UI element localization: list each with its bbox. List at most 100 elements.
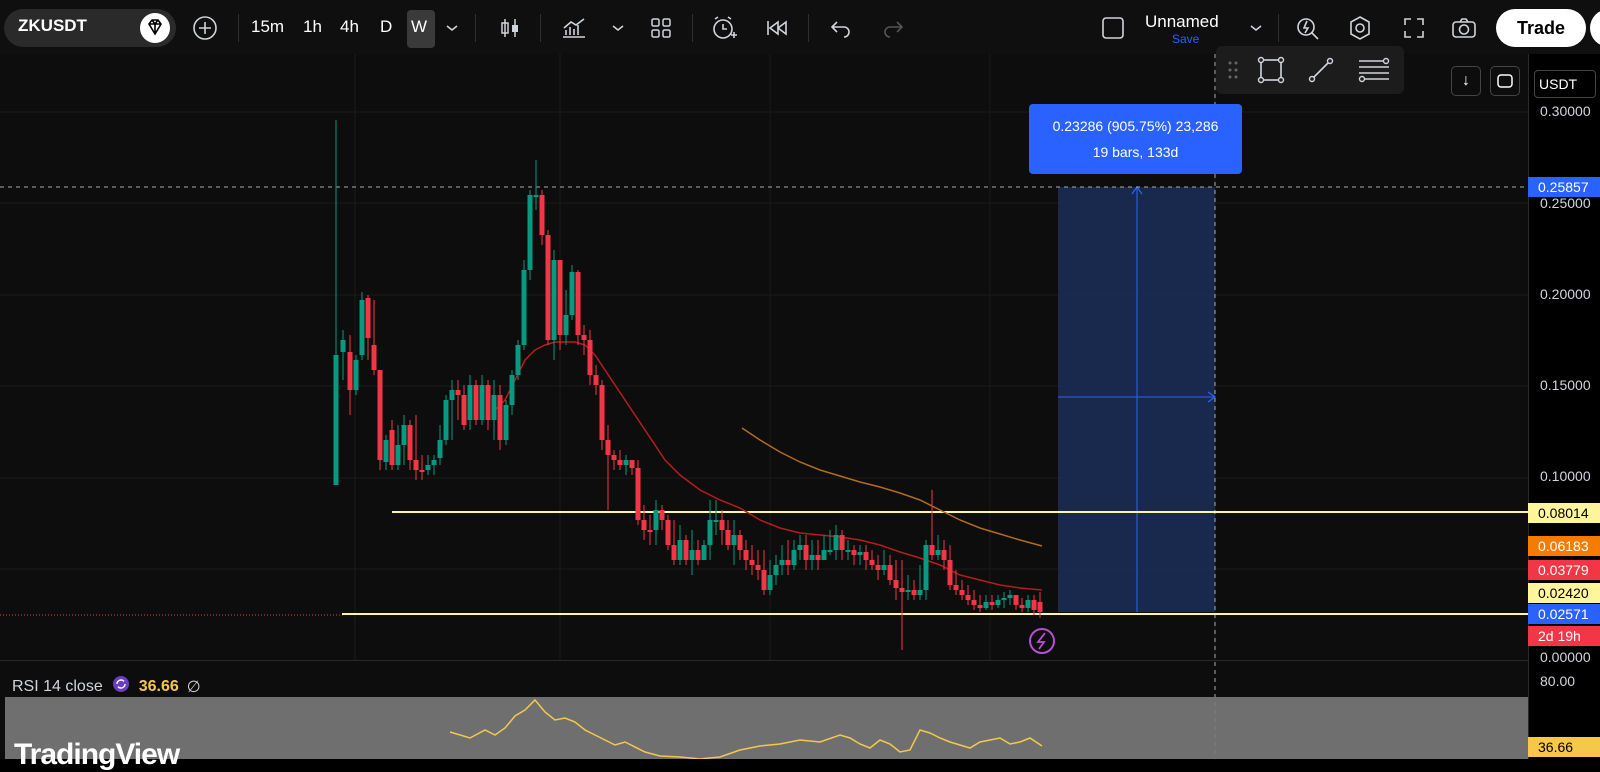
candle-body	[887, 565, 893, 580]
candle-body	[653, 510, 659, 530]
trend-line-tool-icon[interactable]	[1304, 54, 1338, 86]
rsi-title[interactable]: RSI 14 close	[12, 677, 103, 695]
candle-body	[893, 580, 899, 588]
candle-body	[815, 555, 821, 560]
candle-body	[587, 340, 593, 375]
candle-body	[839, 535, 845, 550]
candle-body	[677, 540, 683, 560]
profile-button[interactable]	[1590, 9, 1600, 47]
camera-icon[interactable]	[1448, 12, 1480, 44]
candle-body	[989, 602, 995, 605]
candle-body	[1007, 595, 1013, 598]
measure-line-2: 19 bars, 133d	[1092, 144, 1179, 160]
candle-body	[401, 425, 407, 445]
chevron-down-icon[interactable]	[440, 16, 464, 40]
candle-body	[995, 600, 1001, 605]
rectangle-tool-icon[interactable]	[1254, 54, 1288, 86]
layout-name[interactable]: Unnamed	[1145, 12, 1219, 31]
layout-grid-icon[interactable]	[646, 13, 676, 43]
save-link[interactable]: Save	[1172, 32, 1200, 46]
candle-body	[695, 550, 701, 560]
candle-body	[713, 520, 719, 522]
interval-1h[interactable]: 1h	[303, 17, 322, 36]
chevron-down-icon[interactable]	[606, 16, 630, 40]
undo-icon[interactable]	[826, 13, 856, 43]
pane-separator	[0, 660, 1528, 661]
candle-body	[455, 390, 461, 395]
price-label-ma-slow: 0.06183	[1528, 536, 1600, 556]
currency-selector[interactable]: USDT	[1534, 70, 1596, 98]
candles-icon[interactable]	[495, 13, 525, 43]
candle-body	[575, 272, 581, 335]
price-tick: 0.10000	[1540, 468, 1591, 484]
divider	[238, 14, 239, 42]
candle-body	[425, 465, 431, 470]
rsi-empty-symbol: ∅	[186, 678, 201, 696]
rsi-legend[interactable]: RSI 14 close 36.66 ∅	[12, 674, 201, 699]
refresh-icon[interactable]	[111, 674, 131, 699]
candle-body	[719, 520, 725, 530]
candle-body	[737, 535, 743, 550]
candle-body	[977, 605, 983, 608]
alarm-add-icon[interactable]	[708, 12, 740, 44]
candle-body	[635, 468, 641, 520]
candle-body	[509, 375, 515, 405]
candle-body	[1031, 600, 1037, 610]
price-tick: 0.20000	[1540, 286, 1591, 302]
chevron-down-icon[interactable]	[1244, 16, 1268, 40]
auto-scale-icon[interactable]	[1490, 66, 1520, 96]
candle-body	[791, 550, 797, 565]
symbol-label[interactable]: ZKUSDT	[18, 16, 87, 35]
measure-line-1: 0.23286 (905.75%) 23,286	[1052, 118, 1219, 134]
rsi-value: 36.66	[138, 677, 179, 695]
candle-body	[1019, 605, 1025, 608]
arrow-down-icon[interactable]: ↓	[1451, 66, 1481, 96]
layout-checkbox-icon[interactable]	[1098, 13, 1128, 43]
trade-button[interactable]: Trade	[1496, 9, 1586, 47]
candle-body	[503, 405, 509, 440]
candle-body	[413, 460, 419, 470]
candle-body	[803, 545, 809, 560]
redo-icon[interactable]	[878, 13, 908, 43]
add-symbol-icon[interactable]	[190, 13, 220, 43]
divider	[475, 14, 476, 42]
candle-body	[443, 400, 449, 440]
candle-body	[449, 390, 455, 400]
chart-background	[0, 54, 1528, 759]
interval-w[interactable]: W	[411, 17, 428, 36]
candle-body	[347, 352, 353, 390]
interval-4h[interactable]: 4h	[340, 17, 359, 36]
candle-body	[755, 565, 761, 570]
drag-handle-icon[interactable]	[1226, 56, 1240, 84]
fib-tool-icon[interactable]	[1354, 54, 1394, 86]
interval-d[interactable]: D	[380, 17, 393, 36]
tradingview-logo: TradingView	[14, 738, 180, 771]
candle-body	[971, 600, 977, 605]
candle-body	[833, 535, 839, 550]
price-label-support: 0.02420	[1528, 583, 1600, 603]
candle-body	[557, 260, 563, 335]
quick-search-icon[interactable]	[1292, 12, 1324, 44]
candle-body	[1025, 600, 1031, 608]
rsi-price-label: 36.66	[1528, 737, 1600, 757]
candle-body	[617, 460, 623, 465]
indicators-icon[interactable]	[558, 13, 590, 43]
candle-body	[599, 385, 605, 440]
candle-body	[863, 552, 869, 560]
replay-icon[interactable]	[762, 13, 792, 43]
fullscreen-icon[interactable]	[1398, 12, 1430, 44]
price-chart[interactable]	[0, 54, 1528, 759]
settings-icon[interactable]	[1344, 12, 1376, 44]
candle-body	[857, 552, 863, 555]
candle-body	[605, 440, 611, 455]
candle-body	[665, 520, 671, 545]
candle-body	[659, 510, 665, 520]
candle-body	[749, 560, 755, 565]
lightning-icon[interactable]	[1029, 628, 1055, 654]
candle-body	[707, 520, 713, 545]
diamond-icon[interactable]	[140, 13, 170, 43]
interval-15m[interactable]: 15m	[251, 17, 285, 36]
candle-body	[461, 395, 467, 425]
candle-body	[479, 385, 485, 420]
candles	[333, 120, 1043, 650]
